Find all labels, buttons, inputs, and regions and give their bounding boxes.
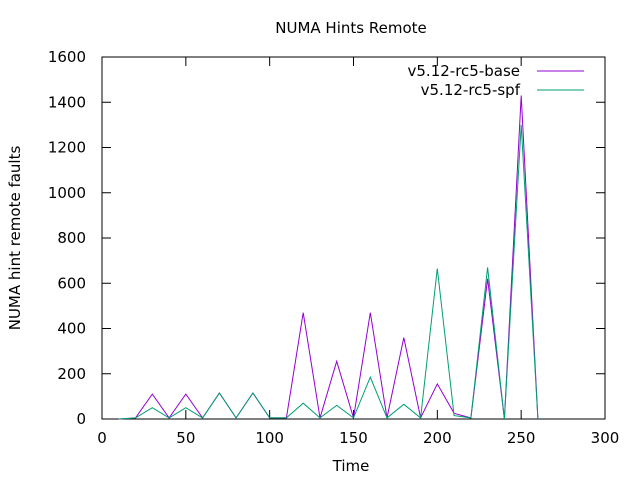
axis-ticks: 0 50 100 150 200 250 300 0 200 400 600 800 1000 1200 1… xyxy=(48,48,620,447)
series-line-v5.12-rc5-base xyxy=(118,95,539,420)
y-tick-label: 1000 xyxy=(48,184,86,202)
x-tick-label: 100 xyxy=(255,429,284,447)
x-tick-label: 300 xyxy=(591,429,620,447)
chart-title: NUMA Hints Remote xyxy=(275,19,426,37)
y-tick-label: 200 xyxy=(57,365,86,383)
x-axis-label: Time xyxy=(332,457,370,475)
series-line-v5.12-rc5-spf xyxy=(118,124,539,420)
y-tick-label: 400 xyxy=(57,320,86,338)
x-tick-label: 200 xyxy=(423,429,452,447)
x-tick-label: 0 xyxy=(97,429,107,447)
x-tick-label: 50 xyxy=(176,429,195,447)
y-tick-label: 600 xyxy=(57,274,86,292)
x-tick-label: 150 xyxy=(339,429,368,447)
y-tick-label: 1600 xyxy=(48,48,86,66)
series-layer xyxy=(118,95,539,420)
y-tick-label: 800 xyxy=(57,229,86,247)
y-axis-label: NUMA hint remote faults xyxy=(6,146,24,331)
y-tick-label: 0 xyxy=(76,410,86,428)
y-tick-label: 1200 xyxy=(48,139,86,157)
y-tick-label: 1400 xyxy=(48,93,86,111)
legend-label: v5.12-rc5-spf xyxy=(421,81,521,99)
x-tick-label: 250 xyxy=(507,429,536,447)
legend-label: v5.12-rc5-base xyxy=(408,62,521,80)
plot-frame xyxy=(101,56,606,420)
